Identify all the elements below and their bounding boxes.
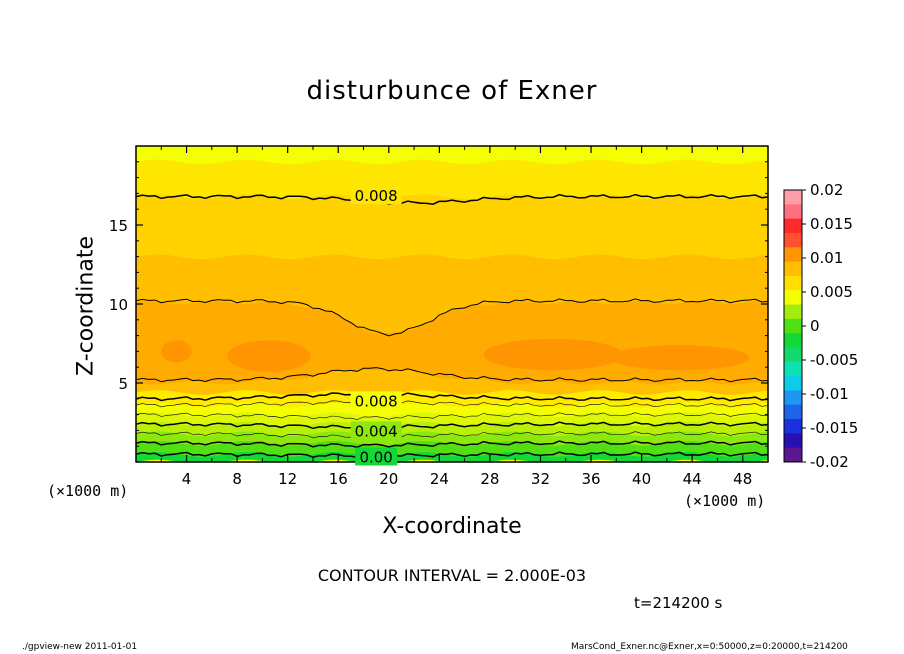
x-tick-label: 44 — [683, 470, 702, 488]
colorbar-swatch — [784, 376, 802, 391]
colorbar-swatch — [784, 290, 802, 306]
x-tick-label: 48 — [733, 470, 752, 488]
x-tick-label: 4 — [182, 470, 192, 488]
contour-label-background — [350, 391, 402, 410]
time-label: t=214200 s — [634, 594, 723, 612]
heatmap-maximum — [483, 338, 623, 371]
x-axis: 4 8 12 16 20 24 28 32 36 40 44 48 — [160, 146, 752, 488]
y-tick-label: 5 — [118, 375, 128, 393]
colorbar-swatch — [784, 275, 802, 291]
contour-interval-label: CONTOUR INTERVAL = 2.000E-03 — [317, 566, 587, 585]
colorbar-swatch — [784, 232, 802, 248]
footer-left: ./gpview-new 2011-01-01 — [22, 642, 138, 652]
colorbar-swatch — [784, 204, 802, 220]
colorbar-swatch — [784, 190, 802, 205]
contour-line — [136, 431, 768, 439]
colorbar-tick-label: 0.005 — [810, 283, 853, 301]
x-unit-label-left: (×1000 m) — [47, 482, 129, 500]
x-tick-label: 40 — [632, 470, 651, 488]
colorbar-swatch — [784, 318, 802, 334]
heatmap-band — [136, 431, 768, 446]
colorbar-swatch — [784, 447, 802, 463]
contour-line — [136, 451, 768, 459]
x-axis-label: X-coordinate — [382, 514, 522, 539]
heatmap-band — [136, 402, 768, 417]
heatmap-core-layer — [136, 300, 768, 385]
x-tick-label: 8 — [232, 470, 242, 488]
colorbar-swatch — [784, 419, 802, 434]
colorbar: 0.02 0.015 0.01 0.005 0 -0.005 -0.01 -0.015 -0.0… — [783, 181, 858, 471]
contour-label: 0.008 — [355, 392, 398, 410]
colorbar-tick-label: -0.01 — [810, 385, 849, 403]
y-axis: 5 10 15 — [109, 161, 768, 447]
x-unit-label-right: (×1000 m) — [684, 492, 766, 510]
colorbar-swatch — [784, 361, 802, 377]
heatmap-band — [136, 159, 768, 199]
x-tick-label: 20 — [379, 470, 398, 488]
contour-line — [136, 421, 768, 430]
x-tick-label: 28 — [480, 470, 499, 488]
contour-label-background — [355, 447, 398, 466]
contour-line — [136, 298, 768, 337]
heatmap-band — [136, 390, 768, 408]
contour-labels: 0.008 0.008 0.004 0.00 — [350, 185, 402, 466]
footer-right: MarsCond_Exner.nc@Exner,x=0:50000,z=0:20… — [571, 642, 848, 652]
colorbar-swatch — [784, 347, 802, 363]
heatmap-maximum — [161, 340, 192, 363]
heatmap-maxima — [136, 300, 768, 385]
contour-label: 0.008 — [355, 187, 398, 205]
contour-label: 0.004 — [355, 422, 398, 440]
x-tick-label: 32 — [531, 470, 550, 488]
colorbar-swatch — [784, 218, 802, 234]
colorbar-swatch — [784, 433, 802, 449]
colorbar-swatch — [784, 247, 802, 263]
colorbar-tick-label: 0.015 — [810, 215, 853, 233]
colorbar-swatch — [784, 404, 802, 420]
colorbar-tick-label: -0.015 — [810, 419, 858, 437]
chart-title: disturbunce of Exner — [306, 76, 598, 106]
y-tick-label: 15 — [109, 217, 128, 235]
contour-line — [136, 440, 768, 448]
x-tick-label: 24 — [430, 470, 449, 488]
heatmap-maximum — [610, 345, 750, 371]
contour-line — [136, 193, 768, 205]
contour-label-background — [350, 421, 402, 440]
contour-label: 0.00 — [359, 448, 392, 466]
contour-line — [136, 392, 768, 402]
heatmap-maximum — [227, 340, 311, 372]
x-tick-label: 12 — [278, 470, 297, 488]
heatmap-band — [136, 146, 768, 165]
contour-lines — [136, 193, 768, 459]
colorbar-tick-label: 0 — [810, 317, 820, 335]
colorbar-swatch — [784, 261, 802, 277]
y-tick-label: 10 — [109, 296, 128, 314]
colorbar-tick-label: 0.01 — [810, 249, 843, 267]
contour-line — [136, 367, 768, 383]
colorbar-swatch — [784, 390, 802, 406]
heatmap-band — [136, 194, 768, 259]
x-tick-label: 16 — [329, 470, 348, 488]
x-tick-label: 36 — [581, 470, 600, 488]
contour-line — [136, 400, 768, 408]
colorbar-tick-label: 0.02 — [810, 181, 843, 199]
colorbar-tick-label: -0.005 — [810, 351, 858, 369]
y-axis-label: Z-coordinate — [73, 236, 99, 376]
contour-line — [136, 412, 768, 420]
colorbar-swatch — [784, 304, 802, 320]
colorbar-swatch — [784, 333, 802, 348]
colorbar-tick-label: -0.02 — [810, 453, 849, 471]
contour-label-background — [350, 185, 402, 204]
plot-area — [136, 146, 768, 462]
